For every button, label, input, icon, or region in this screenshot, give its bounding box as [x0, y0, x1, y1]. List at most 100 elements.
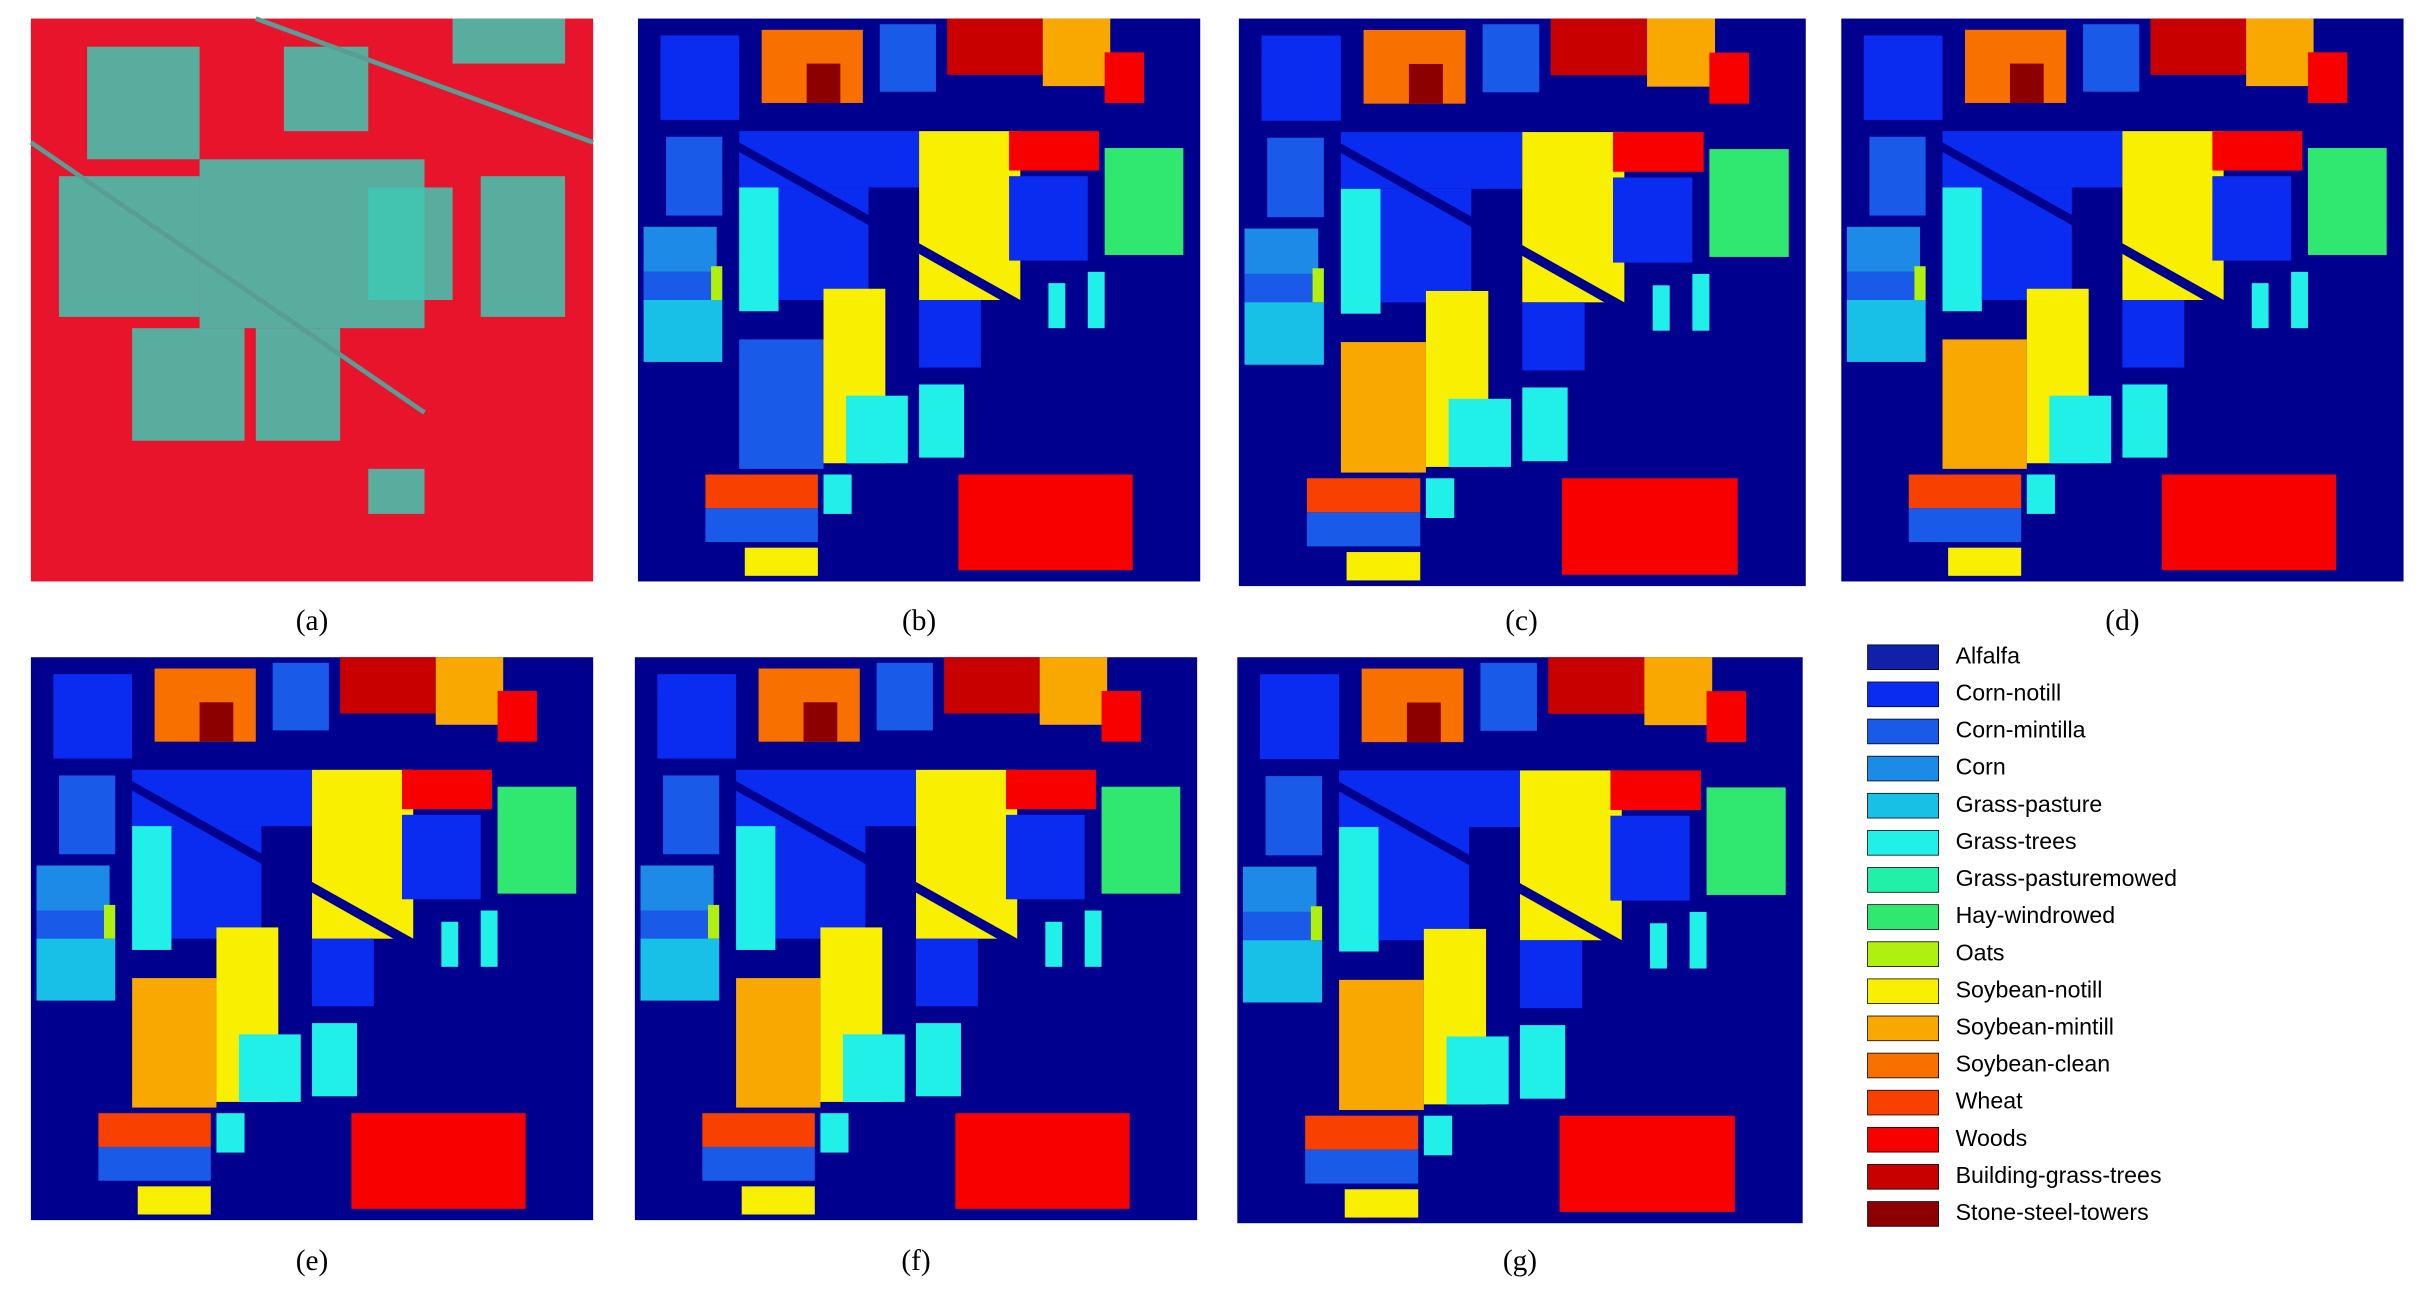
image-region — [59, 176, 200, 317]
map-region — [1009, 131, 1100, 171]
map-region — [1519, 940, 1583, 1009]
panel-label: (f) — [901, 1245, 930, 1277]
map-region — [739, 339, 824, 469]
map-region — [702, 1113, 815, 1147]
map-region — [59, 775, 116, 855]
map-region — [1709, 52, 1750, 104]
map-region — [1846, 226, 1921, 272]
legend-label: Alfalfa — [1956, 642, 2020, 668]
map-region — [1559, 1115, 1735, 1212]
map-region — [1306, 478, 1421, 513]
legend-label: Wheat — [1956, 1088, 2023, 1114]
map-region — [1339, 827, 1379, 952]
legend-swatch — [1867, 644, 1939, 670]
map-region — [1846, 300, 1926, 362]
map-region — [2083, 24, 2140, 92]
map-region — [1644, 657, 1713, 726]
map-region — [2122, 300, 2185, 368]
map-region — [660, 35, 740, 120]
map-region — [98, 1146, 211, 1181]
map-region — [916, 1023, 961, 1097]
map-region — [238, 1034, 301, 1102]
map-region — [958, 474, 1133, 571]
map-region — [705, 508, 818, 543]
map-region — [1908, 508, 2022, 543]
legend-swatch — [1867, 978, 1939, 1005]
map-region — [435, 657, 504, 725]
map-region — [1561, 478, 1738, 575]
map-region — [1548, 657, 1645, 714]
map-region — [744, 547, 818, 576]
map-region — [643, 226, 717, 272]
map-region — [1242, 866, 1317, 912]
map-region — [1706, 787, 1786, 895]
image-road — [255, 16, 594, 145]
map-region — [2307, 148, 2387, 255]
map-region — [2026, 474, 2055, 514]
map-region — [640, 865, 714, 911]
map-panel — [1238, 18, 1806, 587]
legend-label: Grass-trees — [1956, 828, 2077, 854]
map-region — [2291, 271, 2308, 329]
map-region — [823, 474, 852, 514]
map-region — [1087, 271, 1105, 329]
map-region — [1692, 273, 1710, 331]
map-region — [657, 674, 737, 759]
map-region — [2161, 474, 2337, 571]
map-region — [803, 702, 838, 742]
legend-label: Soybean-notill — [1956, 976, 2103, 1002]
map-panel — [1841, 18, 2404, 582]
map-region — [497, 786, 577, 894]
legend-label: Soybean-mintill — [1956, 1013, 2114, 1039]
map-panel — [29, 16, 594, 582]
map-region — [846, 395, 908, 464]
legend-swatch — [1867, 904, 1939, 930]
map-region — [1378, 827, 1470, 941]
map-region — [480, 910, 498, 967]
legend-label: Woods — [1956, 1125, 2028, 1151]
map-region — [1048, 283, 1066, 329]
map-region — [1942, 187, 1982, 312]
legend-label: Building-grass-trees — [1956, 1162, 2162, 1188]
map-region — [1267, 137, 1324, 218]
map-region — [707, 904, 720, 939]
map-region — [199, 702, 234, 742]
image-road — [29, 140, 426, 415]
map-region — [1259, 674, 1340, 760]
map-region — [1519, 1025, 1566, 1099]
map-region — [1522, 387, 1568, 462]
map-region — [643, 300, 723, 362]
legend-label: Corn — [1956, 754, 2006, 780]
panel-label: (b) — [902, 605, 936, 637]
legend-swatch — [1867, 941, 1939, 967]
map-region — [1265, 776, 1323, 856]
legend-swatch — [1867, 1164, 1939, 1190]
map-region — [1480, 662, 1537, 731]
map-diagonal — [115, 781, 414, 950]
map-region — [1652, 285, 1670, 331]
map-region — [1244, 273, 1313, 309]
image-region — [283, 46, 369, 132]
map-region — [351, 1113, 526, 1209]
map-region — [944, 657, 1040, 714]
legend-swatch — [1867, 1015, 1939, 1042]
map-region — [778, 187, 869, 301]
map-region — [1408, 63, 1443, 104]
map-region — [36, 938, 116, 1001]
map-region — [705, 474, 818, 509]
legend-swatch — [1867, 1126, 1939, 1153]
map-region — [2212, 131, 2303, 171]
map-region — [1942, 339, 2027, 469]
map-region — [741, 1186, 815, 1215]
map-region — [739, 187, 779, 312]
legend-swatch — [1867, 718, 1939, 745]
map-region — [1406, 702, 1441, 743]
map-region — [1104, 52, 1145, 103]
image-region — [480, 176, 566, 317]
map-region — [216, 1113, 245, 1153]
map-region — [312, 1023, 358, 1097]
map-region — [1425, 478, 1455, 518]
map-region — [1522, 302, 1585, 371]
legend-swatch — [1867, 867, 1939, 893]
map-region — [736, 826, 776, 950]
